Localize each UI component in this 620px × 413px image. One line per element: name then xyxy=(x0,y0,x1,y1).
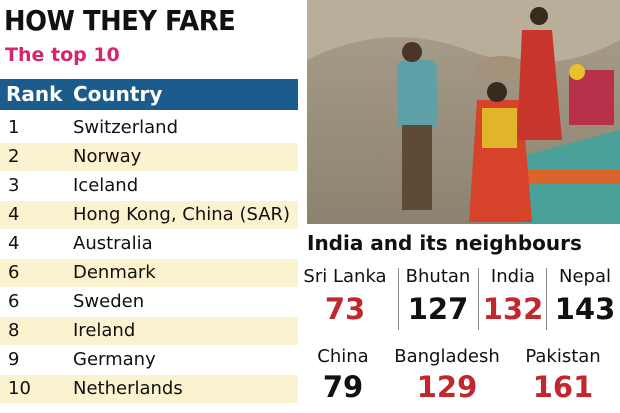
table-row: 6 Denmark xyxy=(0,259,298,287)
country-cell: Hong Kong, China (SAR) xyxy=(73,204,291,225)
rank-cell: 3 xyxy=(8,175,20,196)
neighbour-rank: 132 xyxy=(482,292,544,326)
country-cell: Sweden xyxy=(73,291,145,312)
rank-cell: 10 xyxy=(8,378,31,399)
country-cell: Australia xyxy=(73,233,153,254)
rank-cell: 6 xyxy=(8,291,20,312)
table-row: 10 Netherlands xyxy=(0,375,298,403)
neighbour-rank: 127 xyxy=(407,292,469,326)
table-row: 8 Ireland xyxy=(0,317,298,345)
country-cell: Denmark xyxy=(73,262,156,283)
neighbour-rank: 143 xyxy=(554,292,616,326)
country-cell: Germany xyxy=(73,349,156,370)
country-cell: Netherlands xyxy=(73,378,183,399)
neighbour-name: China xyxy=(317,346,369,367)
rank-cell: 6 xyxy=(8,262,20,283)
neighbour-name: Nepal xyxy=(559,266,611,287)
separator xyxy=(398,268,399,330)
rank-cell: 8 xyxy=(8,320,20,341)
table-row: 1 Switzerland xyxy=(0,114,298,142)
neighbour-rank: 73 xyxy=(324,292,366,326)
separator xyxy=(478,268,479,330)
rank-cell: 2 xyxy=(8,146,20,167)
neighbour-rank: 79 xyxy=(322,370,364,404)
column-header: Country xyxy=(73,82,163,106)
table-row: 4 Australia xyxy=(0,230,298,258)
rank-cell: 4 xyxy=(8,204,20,225)
table-row: 6 Sweden xyxy=(0,288,298,316)
neighbour-name: Bhutan xyxy=(405,266,471,287)
photo xyxy=(307,0,620,224)
neighbour-name: Pakistan xyxy=(525,346,601,367)
country-cell: Iceland xyxy=(73,175,139,196)
subtitle: The top 10 xyxy=(5,44,120,66)
table-row: 3 Iceland xyxy=(0,172,298,200)
table-row: 9 Germany xyxy=(0,346,298,374)
rank-cell: 4 xyxy=(8,233,20,254)
neighbours-title: India and its neighbours xyxy=(307,231,582,255)
table-header: Rank Country xyxy=(0,79,298,110)
title: HOW THEY FARE xyxy=(4,4,236,37)
rank-cell: 9 xyxy=(8,349,20,370)
neighbour-name: Sri Lanka xyxy=(303,266,387,287)
table-row: 2 Norway xyxy=(0,143,298,171)
neighbour-rank: 161 xyxy=(532,370,594,404)
neighbour-rank: 129 xyxy=(416,370,478,404)
country-cell: Ireland xyxy=(73,320,136,341)
neighbour-name: India xyxy=(490,266,536,287)
country-cell: Norway xyxy=(73,146,142,167)
neighbour-name: Bangladesh xyxy=(394,346,500,367)
country-cell: Switzerland xyxy=(73,117,178,138)
table-row: 4 Hong Kong, China (SAR) xyxy=(0,201,298,229)
separator xyxy=(546,268,547,330)
rank-cell: 1 xyxy=(8,117,20,138)
column-header: Rank xyxy=(6,82,63,106)
